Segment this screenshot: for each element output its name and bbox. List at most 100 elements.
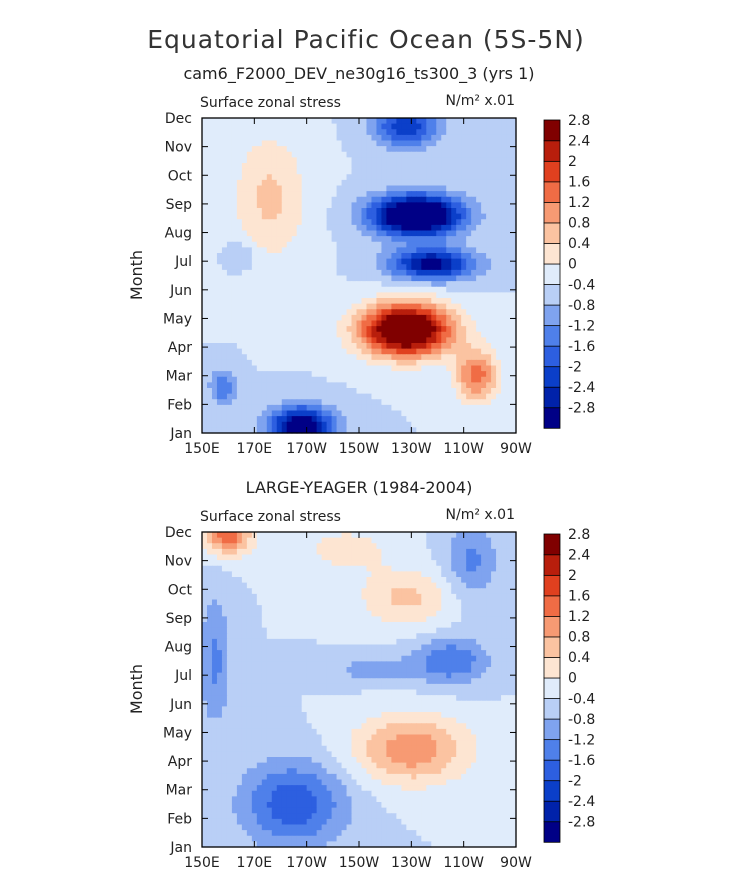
- heat-cell: [241, 123, 248, 130]
- heat-cell: [231, 371, 238, 378]
- heat-cell: [431, 208, 437, 215]
- heat-cell: [496, 605, 502, 612]
- heat-cell: [226, 123, 233, 130]
- heat-cell: [496, 247, 502, 254]
- heat-cell: [406, 404, 412, 412]
- heat-cell: [206, 191, 213, 198]
- heat-cell: [246, 129, 253, 136]
- panel-2-title: LARGE-YEAGER (1984-2004): [246, 478, 473, 497]
- heat-cell: [241, 565, 248, 572]
- heat-cell: [236, 118, 243, 125]
- heat-cell: [471, 365, 477, 372]
- heat-cell: [436, 309, 442, 316]
- heat-cell: [376, 236, 383, 243]
- heat-cell: [376, 174, 383, 181]
- panel-1-right-label: N/m² x.01: [446, 93, 515, 109]
- heat-cell: [246, 196, 253, 203]
- heat-cell: [421, 650, 427, 657]
- heat-cell: [241, 399, 248, 406]
- heat-cell: [426, 129, 432, 136]
- heat-cell: [371, 627, 378, 634]
- heat-cell: [361, 343, 368, 350]
- heat-cell: [421, 365, 427, 372]
- heat-cell: [446, 588, 452, 595]
- heat-cell: [246, 314, 253, 322]
- heat-cell: [331, 320, 338, 327]
- heat-cell: [481, 376, 487, 383]
- heat-cell: [441, 543, 447, 550]
- heat-cell: [406, 286, 412, 293]
- heat-cell: [311, 343, 318, 350]
- heat-cell: [351, 191, 358, 198]
- heat-cell: [306, 610, 313, 617]
- heat-cell: [251, 163, 258, 170]
- heat-cell: [221, 343, 228, 350]
- heat-cell: [511, 298, 517, 305]
- heat-cell: [486, 230, 492, 237]
- heat-cell: [416, 258, 422, 265]
- heat-cell: [291, 236, 298, 243]
- colorbar-label: -1.2: [568, 318, 595, 334]
- x-tick-label: 150E: [184, 441, 220, 457]
- heat-cell: [271, 650, 278, 657]
- heat-cell: [396, 219, 402, 226]
- heat-cell: [276, 269, 283, 277]
- heat-cell: [211, 610, 218, 617]
- heat-cell: [491, 376, 497, 383]
- heat-cell: [371, 571, 378, 578]
- heat-cell: [396, 650, 402, 657]
- heat-cell: [346, 532, 353, 539]
- heat-cell: [356, 208, 363, 215]
- heat-cell: [296, 331, 303, 338]
- heat-cell: [436, 168, 442, 175]
- heat-cell: [321, 185, 328, 192]
- heat-cell: [246, 146, 253, 153]
- heat-cell: [336, 376, 343, 383]
- heat-cell: [451, 537, 457, 544]
- heat-cell: [486, 247, 492, 254]
- heat-cell: [431, 359, 437, 367]
- heat-cell: [211, 416, 218, 423]
- heat-cell: [421, 298, 427, 305]
- heat-cell: [426, 146, 432, 153]
- heat-cell: [246, 638, 253, 646]
- heat-cell: [286, 129, 293, 136]
- heat-cell: [296, 247, 303, 254]
- heat-cell: [376, 326, 383, 333]
- heat-cell: [366, 543, 373, 550]
- heat-cell: [311, 599, 318, 606]
- heat-cell: [256, 359, 263, 367]
- heat-cell: [386, 157, 392, 164]
- heat-cell: [501, 264, 507, 271]
- heat-cell: [206, 269, 213, 277]
- heat-cell: [511, 264, 517, 271]
- heat-cell: [391, 303, 397, 310]
- heat-cell: [476, 326, 482, 333]
- heat-cell: [386, 376, 392, 383]
- heat-cell: [296, 582, 303, 589]
- heat-cell: [436, 365, 442, 372]
- heat-cell: [466, 610, 472, 617]
- heat-cell: [511, 588, 517, 595]
- heat-cell: [381, 588, 388, 595]
- heat-cell: [266, 151, 273, 158]
- heat-cell: [271, 269, 278, 277]
- heat-cell: [396, 191, 402, 198]
- heat-cell: [286, 537, 293, 544]
- heat-cell: [221, 213, 228, 220]
- heat-cell: [481, 627, 487, 634]
- heat-cell: [461, 593, 467, 601]
- heat-cell: [266, 314, 273, 322]
- heat-cell: [401, 140, 407, 147]
- heat-cell: [221, 571, 228, 578]
- heat-cell: [476, 320, 482, 327]
- heat-cell: [511, 343, 517, 350]
- heat-cell: [311, 134, 318, 142]
- heat-cell: [261, 134, 268, 142]
- heat-cell: [231, 399, 238, 406]
- heat-cell: [231, 123, 238, 130]
- heat-cell: [496, 230, 502, 237]
- heat-cell: [231, 236, 238, 243]
- heat-cell: [236, 593, 243, 601]
- heat-cell: [206, 354, 213, 361]
